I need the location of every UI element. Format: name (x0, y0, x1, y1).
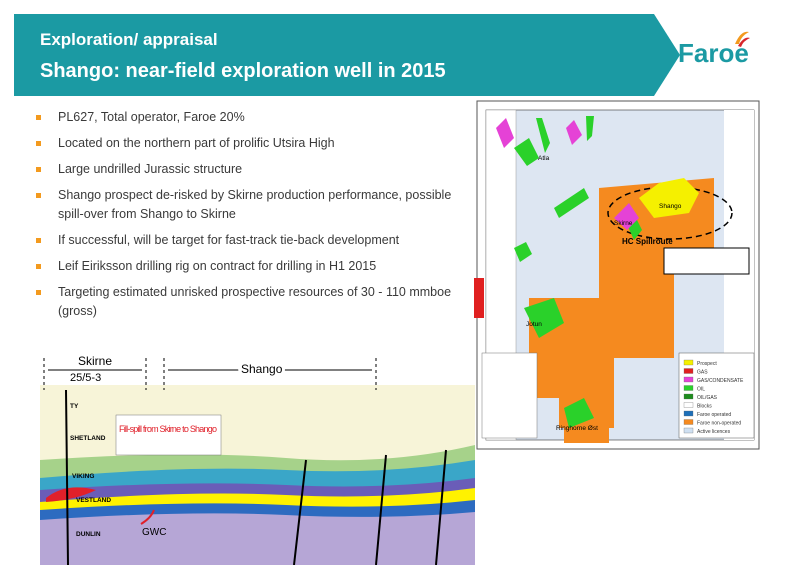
header: Exploration/ appraisal Shango: near-fiel… (0, 0, 800, 96)
map-label: HC Spillroute (622, 237, 673, 246)
legend-swatch (683, 402, 694, 408)
legend-label: GAS/CONDENSATE (697, 378, 744, 384)
header-band (14, 14, 750, 96)
logo: Faroe (678, 38, 749, 68)
legend-label: Faroe non-operated (697, 421, 741, 427)
header-title: Shango: near-field exploration well in 2… (40, 60, 446, 82)
map-label: Ringhorne Øst (556, 425, 598, 432)
legend-label: OIL/GAS (697, 395, 718, 401)
horizon-label: DUNLIN (76, 531, 101, 538)
bullet: If successful, will be target for fast-t… (36, 231, 466, 250)
bullet: Leif Eiriksson drilling rig on contract … (36, 257, 466, 276)
legend-label: Prospect (697, 361, 717, 367)
map-label: Skirne (614, 220, 633, 227)
legend-swatch (683, 427, 694, 434)
bullet: Shango prospect de-risked by Skirne prod… (36, 186, 466, 224)
cross-section: Skirne 25/5-3 Shango TY SHETLAND VIKING VESTLA… (40, 354, 475, 565)
legend-swatch (683, 393, 694, 400)
bullet: PL627, Total operator, Faroe 20% (36, 108, 466, 127)
horizon-label: SHETLAND (70, 435, 106, 442)
legend-swatch (683, 419, 694, 425)
map-label: Jotun (526, 321, 542, 328)
horizon-label: VESTLAND (76, 497, 111, 504)
legend-label: Active licences (697, 429, 731, 435)
legend-swatch (683, 385, 694, 391)
map: Atla Skirne Shango HC Spillroute Jotun Ringho… (474, 100, 760, 450)
legend-label: OIL (697, 387, 705, 393)
section-label: Skirne (78, 354, 112, 368)
map-label: Shango (659, 203, 682, 210)
horizon-label: TY (70, 403, 79, 410)
legend-swatch (683, 368, 694, 374)
bullet: Large undrilled Jurassic structure (36, 160, 466, 179)
annotation: GWC (142, 527, 166, 538)
legend-label: GAS (697, 370, 708, 376)
legend-label: Faroe operated (697, 412, 731, 418)
legend-swatch (683, 359, 694, 366)
bullet-list: PL627, Total operator, Faroe 20% Located … (36, 108, 466, 328)
annotation: Fill-spill from Skirne to Shango (119, 424, 217, 434)
legend-swatch (683, 410, 694, 417)
map-label: Atla (538, 155, 550, 162)
legend-swatch (683, 376, 694, 383)
legend-label: Blocks (697, 404, 712, 410)
horizon-label: VIKING (72, 473, 94, 480)
header-subtitle: Exploration/ appraisal (40, 30, 218, 49)
well-label: 25/5-3 (70, 372, 101, 384)
bullet: Targeting estimated unrisked prospective… (36, 283, 466, 321)
bullet: Located on the northern part of prolific… (36, 134, 466, 153)
section-label: Shango (241, 362, 283, 376)
